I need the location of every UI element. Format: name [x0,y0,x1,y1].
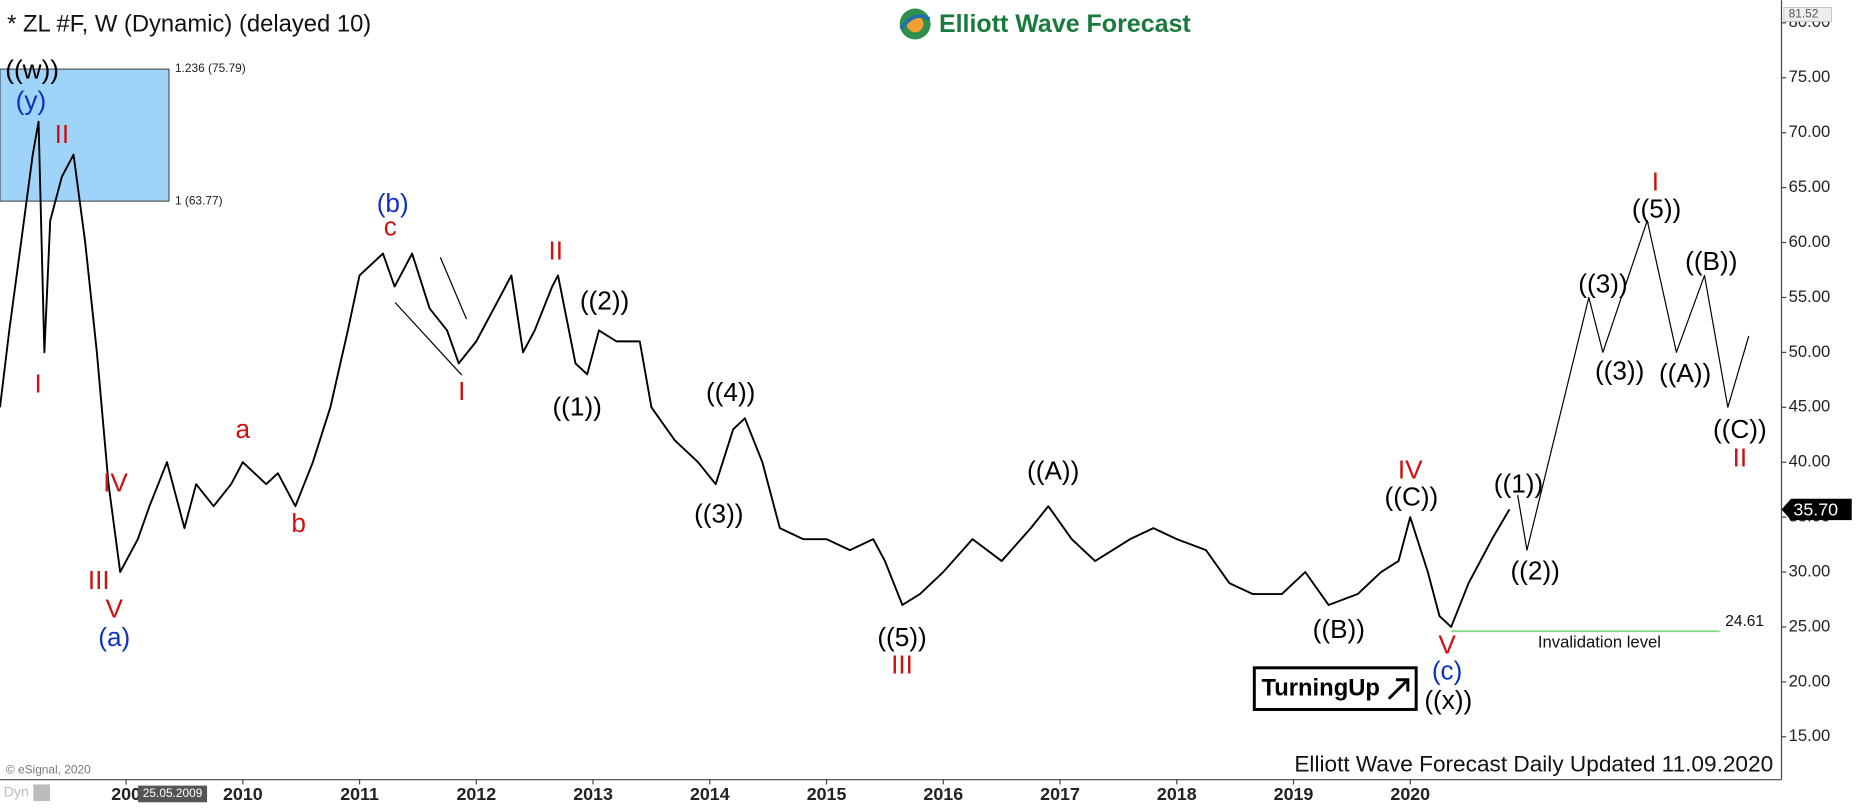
y-tick-label: 15.00 [1789,726,1831,745]
wave-label: V [106,594,124,624]
wave-label: ((1)) [552,391,601,421]
wave-label: (a) [98,622,130,652]
badge: TurningUp [1252,666,1418,711]
wave-label: ((2)) [1510,556,1559,586]
wave-label: ((C)) [1713,414,1767,444]
x-tick-label: 2019 [1274,784,1314,804]
corner-label: Dyn [4,785,29,801]
y-tick-label: 75.00 [1789,67,1831,86]
logo: Elliott Wave Forecast [899,8,1191,40]
x-tick-label: 2020 [1390,784,1430,804]
footer: Elliott Wave Forecast Daily Updated 11.0… [1294,751,1773,776]
wave-label: II [548,235,563,265]
wave-label: ((1)) [1494,469,1543,499]
wave-label: I [34,369,41,399]
wave-label: (b) [377,188,409,218]
top-value-label: 81.52 [1789,7,1819,21]
wave-label: II [1733,442,1748,472]
wave-label: c [384,212,397,242]
x-tick-label: 2017 [1040,784,1080,804]
y-tick-label: 60.00 [1789,232,1831,251]
y-tick-label: 25.00 [1789,616,1831,635]
wave-label: a [235,414,250,444]
x-tick-label: 2010 [223,784,263,804]
wave-label: III [891,650,913,680]
wave-label: III [88,565,110,595]
y-tick-label: 70.00 [1789,122,1831,141]
wave-label: V [1438,629,1456,659]
wave-label: IV [103,467,128,497]
x-tick-label: 2013 [573,784,613,804]
y-tick-label: 30.00 [1789,561,1831,580]
wave-label: ((B)) [1313,614,1365,644]
y-tick-label: 50.00 [1789,342,1831,361]
badge-frame [1252,666,1418,711]
badge-text: TurningUp [1261,675,1380,702]
x-tick-label: 2014 [690,784,730,804]
wave-label: ((B)) [1685,246,1737,276]
wave-label: ((3)) [1578,269,1627,299]
wave-label: ((w)) [5,55,59,85]
x-tick-label: 2011 [340,784,379,804]
x-tick-label: 2012 [456,784,496,804]
cursor-date: 25.05.2009 [143,786,203,800]
wave-label: IV [1398,454,1423,484]
wave-label: (c) [1432,655,1463,685]
wave-label: ((3)) [1595,356,1644,386]
y-tick-label: 65.00 [1789,177,1831,196]
cursor-date-box [138,785,208,803]
invalidation-value: 24.61 [1725,613,1764,630]
wave-label: b [291,508,306,538]
wave-label: ((3)) [694,498,743,528]
wave-label: I [458,376,465,406]
x-tick-label: 200 [111,784,141,804]
wave-label: ((5)) [1632,194,1681,224]
y-tick-label: 45.00 [1789,397,1831,416]
wave-label: ((A)) [1027,456,1079,486]
x-tick-label: 2015 [807,784,847,804]
invalidation-text: Invalidation level [1538,633,1661,652]
projection-line [1517,219,1750,551]
last-price-label: 35.70 [1793,499,1838,519]
badge-arrow [1387,678,1410,700]
y-tick-label: 55.00 [1789,287,1831,306]
price-line [0,120,1511,628]
x-tick-label: 2018 [1157,784,1197,804]
wave-label: ((x)) [1424,685,1472,715]
fib-level-label: 1 (63.77) [175,193,223,207]
wave-label: II [55,119,70,149]
y-tick-label: 20.00 [1789,671,1831,690]
wave-label: (y) [16,85,47,115]
logo-text: Elliott Wave Forecast [939,10,1191,38]
top-value-box [1783,7,1832,22]
fib-zone [0,68,170,202]
wave-label: ((5)) [877,622,926,652]
chart-title: * ZL #F, W (Dynamic) (delayed 10) [7,10,371,37]
corner-box [33,784,50,802]
wave-label: ((C)) [1385,482,1439,512]
logo-swoosh [899,14,931,30]
wedge-line [439,257,468,320]
wave-label: ((4)) [706,377,755,407]
last-price-tag [1781,498,1852,521]
wave-label: I [1652,166,1659,196]
wave-label: ((A)) [1659,358,1711,388]
wedge-line [394,302,463,376]
y-tick-label: 40.00 [1789,452,1831,471]
wave-label: ((2)) [580,285,629,315]
fib-level-label: 1.236 (75.79) [175,61,246,75]
x-tick-label: 2016 [923,784,963,804]
copyright: © eSignal, 2020 [6,762,91,776]
